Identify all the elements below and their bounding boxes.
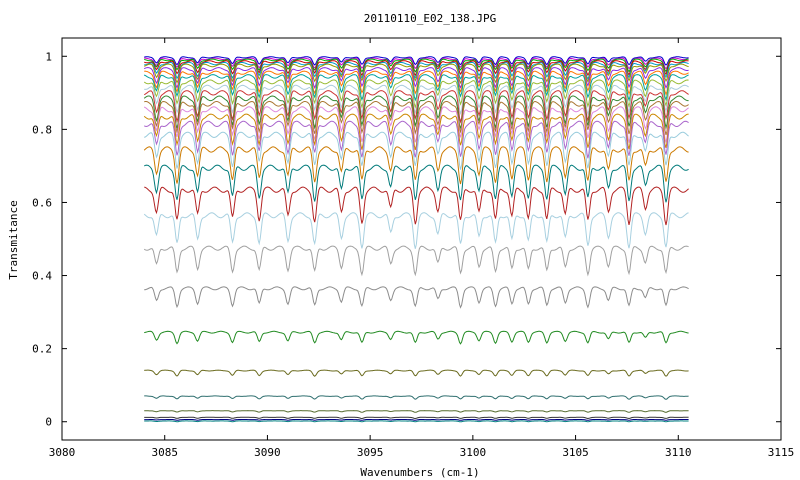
spectrum-line <box>144 70 689 96</box>
spectrum-line <box>144 416 689 420</box>
y-tick-label: 1 <box>45 50 52 63</box>
y-axis-title: Transmitance <box>7 200 20 279</box>
x-tick-label: 3095 <box>357 446 384 459</box>
spectrum-line <box>144 286 689 309</box>
spectrum-line <box>143 106 689 143</box>
spectrum-line <box>144 58 689 73</box>
plot-frame <box>61 37 782 441</box>
spectrum-line <box>144 186 689 226</box>
x-axis-title: Wavenumbers (cm-1) <box>360 466 479 479</box>
spectrum-line <box>144 418 689 421</box>
x-tick-label: 3080 <box>49 446 76 459</box>
y-axis: 0 0.2 0.4 0.6 0.8 1 <box>32 50 781 429</box>
x-tick-label: 3090 <box>254 446 281 459</box>
x-axis: 3080 3085 3090 3095 3100 3105 3110 3115 <box>49 38 795 459</box>
spectrum-line <box>144 56 689 66</box>
x-tick-label: 3085 <box>151 446 178 459</box>
spectrum-line <box>143 146 689 185</box>
y-tick-label: 0.2 <box>32 343 52 356</box>
spectrum-line <box>143 95 689 130</box>
spectrum-line <box>143 67 689 90</box>
spectrum-line <box>144 369 689 377</box>
spectrum-line <box>143 79 689 109</box>
chart-title: 20110110_E02_138.JPG <box>364 12 496 25</box>
spectrum-line <box>144 100 689 136</box>
y-tick-label: 0.6 <box>32 196 52 209</box>
spectrum-line <box>143 212 689 249</box>
y-tick-label: 0.8 <box>32 123 52 136</box>
spectrum-line <box>144 410 689 413</box>
spectrum-line <box>144 330 689 345</box>
spectrum-line <box>143 90 689 124</box>
spectrum-line <box>144 84 689 117</box>
spectrum-line <box>143 120 689 159</box>
spectrum-line <box>144 420 689 423</box>
spectrum-line <box>143 74 689 102</box>
spectrum-line <box>143 245 689 277</box>
x-tick-label: 3100 <box>460 446 487 459</box>
spectrum-line <box>144 63 689 85</box>
spectrum-line <box>144 131 689 170</box>
x-tick-label: 3105 <box>562 446 589 459</box>
x-tick-label: 3110 <box>665 446 692 459</box>
x-tick-label: 3115 <box>768 446 795 459</box>
spectrum-line <box>144 395 689 400</box>
y-tick-label: 0.4 <box>32 270 52 283</box>
series-group <box>143 56 689 423</box>
spectrum-line <box>143 164 689 203</box>
y-tick-label: 0 <box>45 416 52 429</box>
spectrum-line <box>143 113 689 151</box>
